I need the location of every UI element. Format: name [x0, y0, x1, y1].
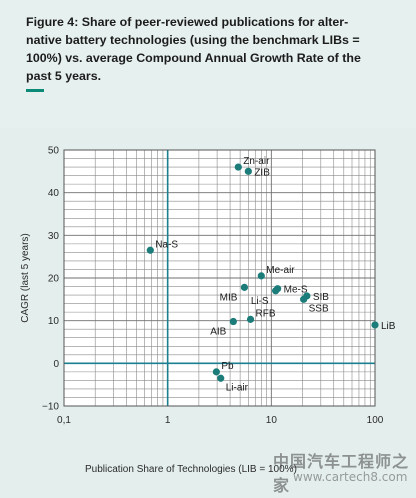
x-tick-label: 10: [266, 415, 278, 426]
y-tick-label: 20: [48, 274, 60, 285]
data-label-li-air: Li-air: [226, 382, 249, 393]
x-axis-title: Publication Share of Technologies (LIB =…: [85, 464, 297, 475]
data-point-pb: [212, 368, 220, 376]
data-label-me-air: Me-air: [266, 265, 295, 276]
data-label-aib: AIB: [210, 327, 226, 338]
caption-line-4: past 5 years.: [26, 69, 102, 83]
data-label-me-s: Me-S: [284, 285, 308, 296]
y-tick-label: −10: [42, 402, 59, 413]
data-label-rfb: RFB: [256, 308, 276, 319]
data-point-zn-air: [234, 163, 242, 171]
data-label-zib: ZIB: [254, 167, 270, 178]
data-label-ssb: SSB: [309, 303, 329, 314]
y-tick-label: 40: [48, 188, 60, 199]
data-label-lib: LiB: [381, 321, 396, 332]
caption-line-2: native battery technologies (using the b…: [26, 33, 360, 47]
data-label-li-s: Li-S: [251, 296, 269, 307]
x-tick-label: 0,1: [57, 415, 71, 426]
data-label-mib: MIB: [220, 292, 238, 303]
data-label-pb: Pb: [221, 361, 234, 372]
y-tick-label: 50: [48, 146, 60, 157]
y-tick-label: 10: [48, 316, 60, 327]
data-point-mib: [240, 283, 249, 291]
figure-caption: Figure 4: Share of peer-reviewed publica…: [26, 13, 411, 85]
caption-line-3: 100%) vs. average Compound Annual Growth…: [26, 51, 361, 65]
data-label-zn-air: Zn-air: [243, 156, 270, 167]
data-point-li-s: [272, 287, 280, 295]
plot-frame: [63, 149, 376, 407]
data-point-li-air: [217, 374, 225, 382]
y-tick-label: 0: [53, 359, 59, 370]
data-point-lib: [371, 321, 379, 329]
data-label-na-s: Na-S: [155, 239, 178, 250]
watermark-url: www.cartech8.com: [293, 470, 408, 484]
y-tick-label: 30: [48, 231, 60, 242]
y-axis-title: CAGR (last 5 years): [20, 233, 31, 322]
scatter-chart: −10 0 10 20 30 40 50 0,1 1 10 100 CAGR (last 5 year…: [20, 146, 396, 476]
data-point-zib: [244, 167, 252, 175]
caption-line-1: Figure 4: Share of peer-reviewed publica…: [26, 15, 349, 29]
caption-accent-rule: [26, 89, 44, 92]
x-tick-label: 100: [367, 415, 384, 426]
data-point-na-s: [146, 246, 154, 254]
data-point-aib: [229, 317, 237, 326]
figure-caption-panel: Figure 4: Share of peer-reviewed publica…: [0, 0, 416, 128]
data-point-me-air: [257, 272, 265, 280]
data-label-sib: SIB: [313, 292, 329, 303]
x-tick-label: 1: [165, 415, 171, 426]
chart-panel: −10 0 10 20 30 40 50 0,1 1 10 100 CAGR (last 5 year…: [0, 128, 416, 498]
watermark-text: 中国汽车工程师之家: [273, 452, 410, 495]
data-point-ssb: [300, 295, 308, 303]
data-point-rfb: [246, 315, 255, 323]
